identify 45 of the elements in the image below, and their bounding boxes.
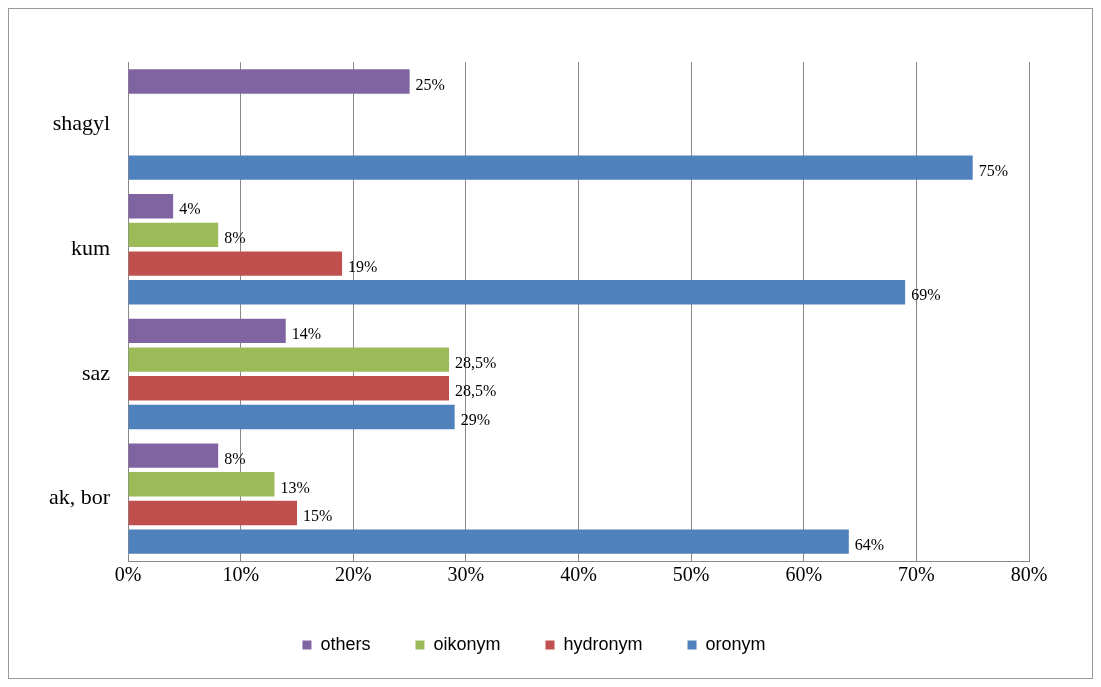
data-label: 14% <box>291 325 322 343</box>
bar <box>128 155 973 180</box>
y-tick-label: kum <box>70 235 111 261</box>
data-label: 4% <box>179 200 201 218</box>
data-label: 64% <box>854 535 885 553</box>
data-label: 75% <box>978 161 1009 179</box>
x-tick-label: 80% <box>1010 563 1048 586</box>
bar <box>128 69 410 94</box>
legend-label: oikonym <box>433 633 501 654</box>
data-label: 25% <box>415 75 445 93</box>
x-tick-label: 20% <box>334 563 372 586</box>
y-tick-label: shagyl <box>52 110 111 136</box>
bar <box>128 222 219 248</box>
bar <box>128 251 343 276</box>
bar <box>128 443 219 468</box>
y-tick-label: saz <box>82 359 111 385</box>
bar <box>128 500 298 526</box>
data-label: 15% <box>303 507 333 525</box>
x-tick-label: 0% <box>114 563 142 586</box>
bar <box>128 318 286 344</box>
bar <box>128 347 450 372</box>
bar <box>128 376 450 401</box>
bar <box>128 404 455 430</box>
legend-label: others <box>320 633 371 654</box>
x-tick-label: 50% <box>672 563 710 586</box>
bar <box>128 280 906 305</box>
bar <box>128 529 849 554</box>
x-tick-label: 70% <box>898 563 935 586</box>
x-tick-label: 30% <box>447 563 485 586</box>
bar <box>128 472 275 497</box>
data-label: 19% <box>348 257 378 275</box>
bar <box>128 194 174 219</box>
data-label: 8% <box>224 449 246 467</box>
data-label: 69% <box>911 286 941 304</box>
data-label: 28,5% <box>455 382 497 400</box>
y-tick-label: ak, bor <box>49 484 111 510</box>
x-tick-label: 10% <box>222 563 260 586</box>
data-label: 28,5% <box>455 353 497 371</box>
x-tick-label: 60% <box>785 563 823 586</box>
data-label: 13% <box>280 478 310 496</box>
legend-label: hydronym <box>563 633 643 654</box>
x-tick-label: 40% <box>560 563 597 586</box>
data-label: 8% <box>224 229 246 247</box>
data-label: 29% <box>460 411 490 429</box>
legend-label: oronym <box>705 633 766 654</box>
